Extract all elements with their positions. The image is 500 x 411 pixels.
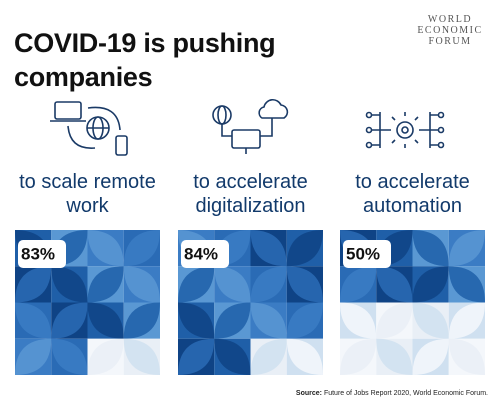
tile-leaf (178, 302, 215, 339)
tile-leaf (412, 338, 449, 375)
arrow (87, 106, 121, 131)
category-label: to accelerate automation (355, 171, 470, 217)
tile-leaf (87, 302, 124, 339)
category-label: to accelerate digitalization (193, 171, 308, 217)
tile-leaf (178, 266, 215, 303)
value-label: 83% (21, 244, 55, 263)
phone-icon (115, 135, 128, 156)
node (365, 126, 373, 134)
node (437, 111, 445, 119)
tile-leaf (15, 266, 52, 303)
gear-core (401, 126, 409, 134)
tile-leaf (250, 302, 287, 339)
logo: WORLD ECONOMIC FORUM (405, 14, 495, 47)
tile-leaf (250, 338, 287, 375)
tile-leaf (214, 266, 251, 303)
circuit (372, 112, 438, 148)
gear-icon (396, 121, 414, 139)
globe-line (217, 105, 227, 125)
globe-icon (212, 105, 232, 125)
logo-line: ECONOMIC (417, 25, 483, 36)
node (365, 141, 373, 149)
icons (50, 99, 445, 156)
label-box (181, 240, 229, 268)
tile-leaf (448, 230, 485, 267)
tile-leaf (15, 302, 52, 339)
globe-line (92, 116, 104, 140)
source: Source: Future of Jobs Report 2020, Worl… (296, 390, 488, 397)
tile-leaf (15, 338, 52, 375)
source-text: Future of Jobs Report 2020, World Econom… (323, 390, 488, 397)
tile-leaf (376, 338, 413, 375)
tile-leaf (376, 302, 413, 339)
tile-leaf (123, 230, 160, 267)
tile-leaf (123, 302, 160, 339)
tile-leaf (286, 230, 323, 267)
tile-leaf (412, 230, 449, 267)
tile-leaf (51, 266, 88, 303)
logo-line: WORLD (427, 14, 473, 25)
source-label: Source: (295, 390, 322, 397)
label-box (18, 240, 66, 268)
tile-leaf (87, 230, 124, 267)
node (365, 111, 373, 119)
tile-leaf (87, 338, 124, 375)
tile-leaf (448, 302, 485, 339)
tile-leaf (412, 302, 449, 339)
monitor-icon (231, 129, 261, 149)
tile-leaf (214, 338, 251, 375)
logo-line: FORUM (428, 36, 472, 47)
tile-leaf (250, 230, 287, 267)
tile-leaf (340, 338, 377, 375)
cloud-icon (258, 99, 289, 119)
tile-leaf (286, 266, 323, 303)
tile-leaf (178, 338, 215, 375)
waffle (340, 230, 485, 375)
tile-leaf (250, 266, 287, 303)
category-label: to scale remote work (19, 171, 156, 217)
tile-leaf (448, 338, 485, 375)
connector (221, 118, 273, 137)
tile-leaf (448, 266, 485, 303)
label-box (343, 240, 391, 268)
tile-leaf (123, 266, 160, 303)
tile-leaf (340, 266, 377, 303)
tile-leaf (340, 302, 377, 339)
laptop-icon (54, 101, 82, 120)
tile-leaf (376, 266, 413, 303)
node (437, 141, 445, 149)
tile-leaf (214, 302, 251, 339)
value-label: 50% (346, 244, 380, 263)
title: COVID-19 is pushing companies (14, 28, 276, 92)
tile-leaf (286, 302, 323, 339)
tile-leaf (286, 338, 323, 375)
tile-leaf (51, 338, 88, 375)
tile-leaf (51, 302, 88, 339)
tile-leaf (87, 266, 124, 303)
tile-leaf (123, 338, 160, 375)
tile-leaf (412, 266, 449, 303)
gear-teeth (387, 112, 423, 148)
arrow (67, 125, 96, 149)
node (437, 126, 445, 134)
value-label: 84% (184, 244, 218, 263)
